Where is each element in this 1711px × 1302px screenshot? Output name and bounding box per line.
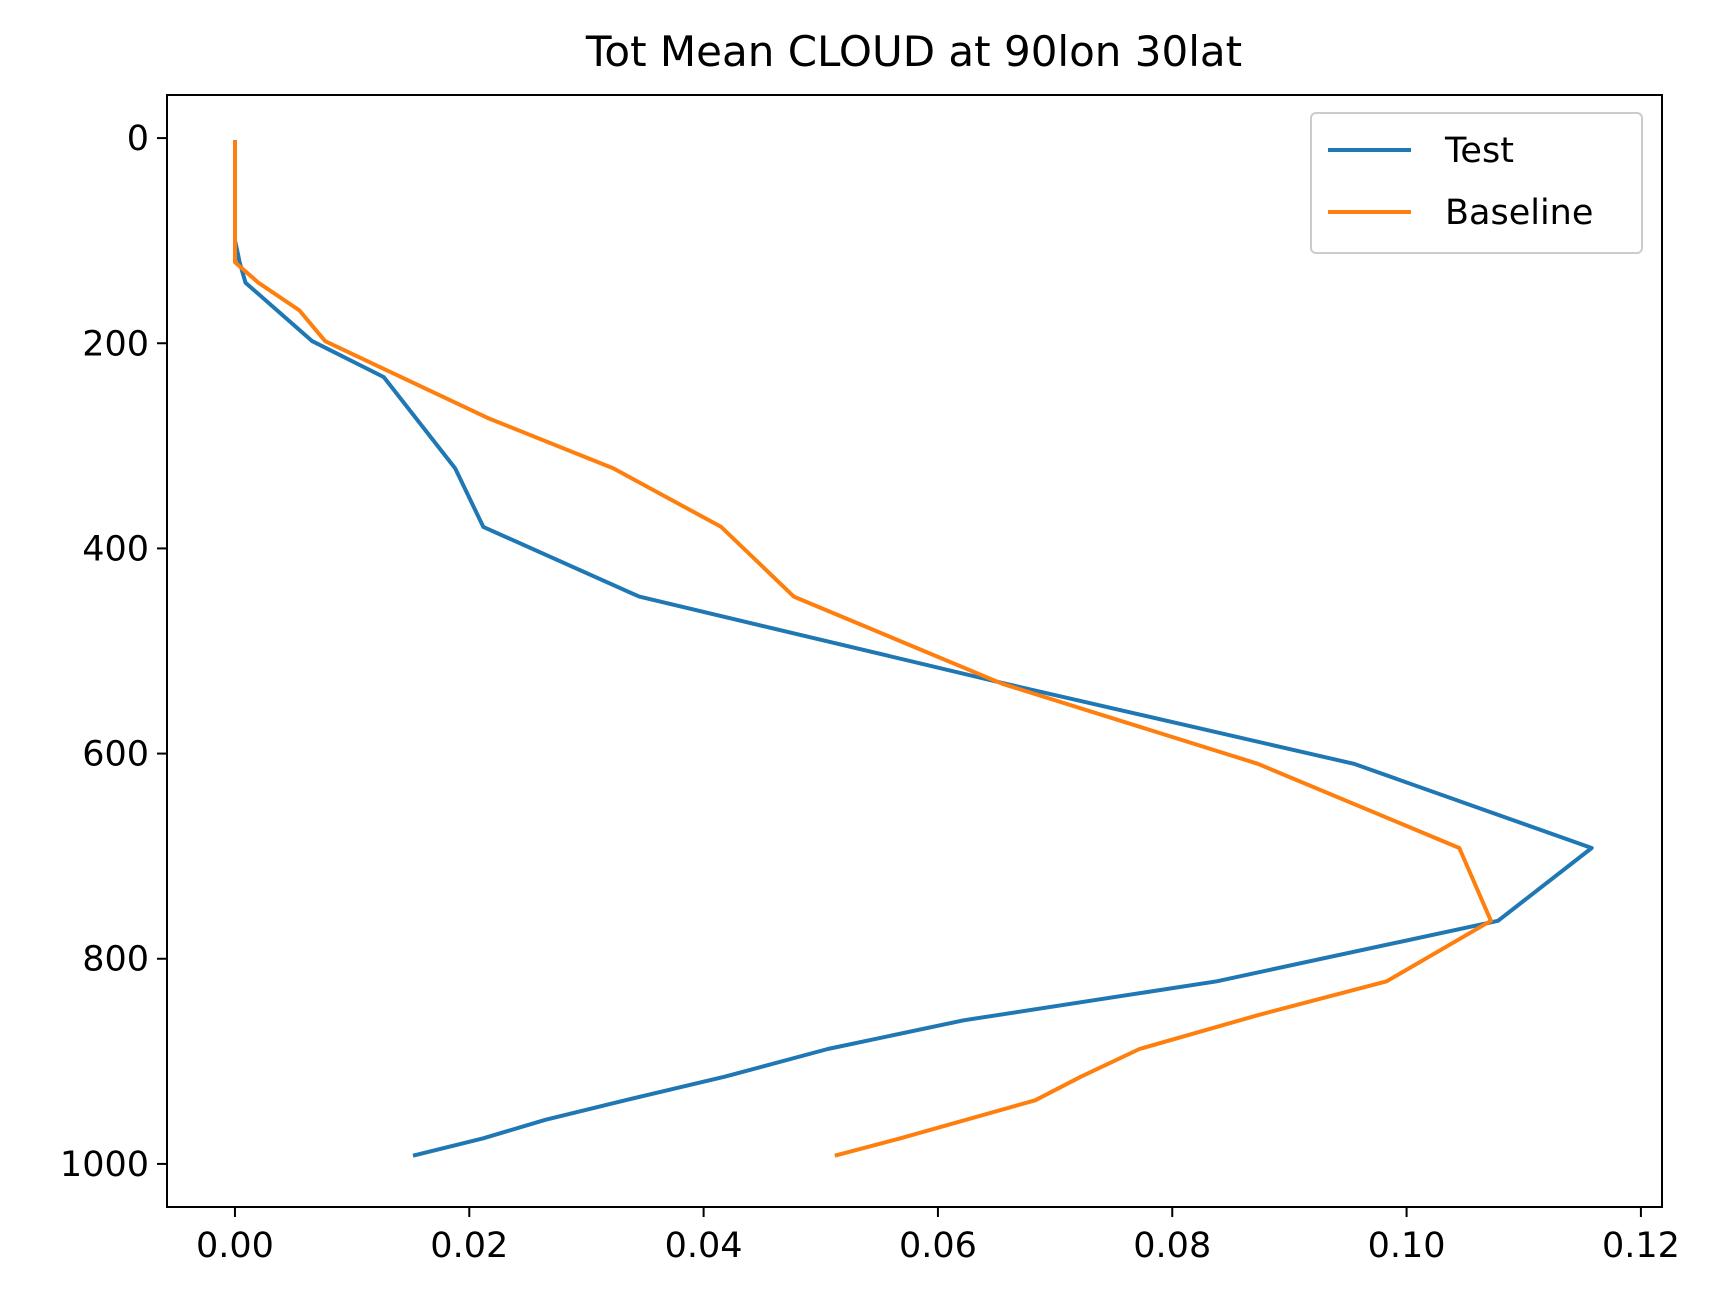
chart-title: Tot Mean CLOUD at 90lon 30lat	[585, 27, 1242, 76]
x-tick-label: 0.00	[196, 1226, 274, 1266]
legend: Test Baseline	[1310, 112, 1643, 254]
y-tick-label: 400	[82, 529, 149, 569]
legend-label-baseline: Baseline	[1445, 193, 1593, 233]
x-tick-label: 0.10	[1368, 1226, 1446, 1266]
series-layer	[233, 140, 1594, 1158]
y-tick-label: 600	[82, 735, 149, 775]
plot-area-frame	[166, 94, 1663, 1208]
y-axis: 0 200 400 600 800 1000	[60, 119, 167, 1185]
x-tick-label: 0.02	[430, 1226, 508, 1266]
y-tick-label: 200	[82, 324, 149, 364]
x-tick-label: 0.06	[899, 1226, 977, 1266]
x-tick-label: 0.12	[1602, 1226, 1680, 1266]
x-tick-label: 0.08	[1133, 1226, 1211, 1266]
x-axis: 0.00 0.02 0.04 0.06 0.08 0.10 0.12	[196, 1207, 1680, 1266]
legend-label-test: Test	[1444, 131, 1514, 171]
x-tick-label: 0.04	[665, 1226, 743, 1266]
y-tick-label: 0	[127, 119, 149, 159]
y-tick-label: 800	[82, 940, 149, 980]
y-tick-label: 1000	[60, 1145, 149, 1185]
series-line-baseline	[233, 140, 1493, 1158]
